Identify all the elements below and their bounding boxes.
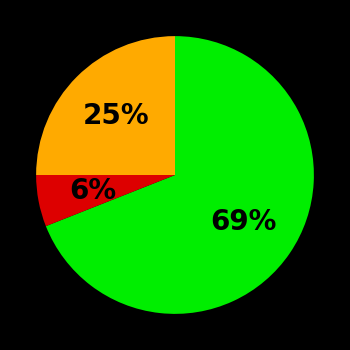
Wedge shape: [36, 175, 175, 226]
Text: 25%: 25%: [83, 102, 149, 130]
Wedge shape: [36, 36, 175, 175]
Text: 69%: 69%: [211, 208, 277, 236]
Text: 6%: 6%: [70, 177, 117, 205]
Wedge shape: [46, 36, 314, 314]
